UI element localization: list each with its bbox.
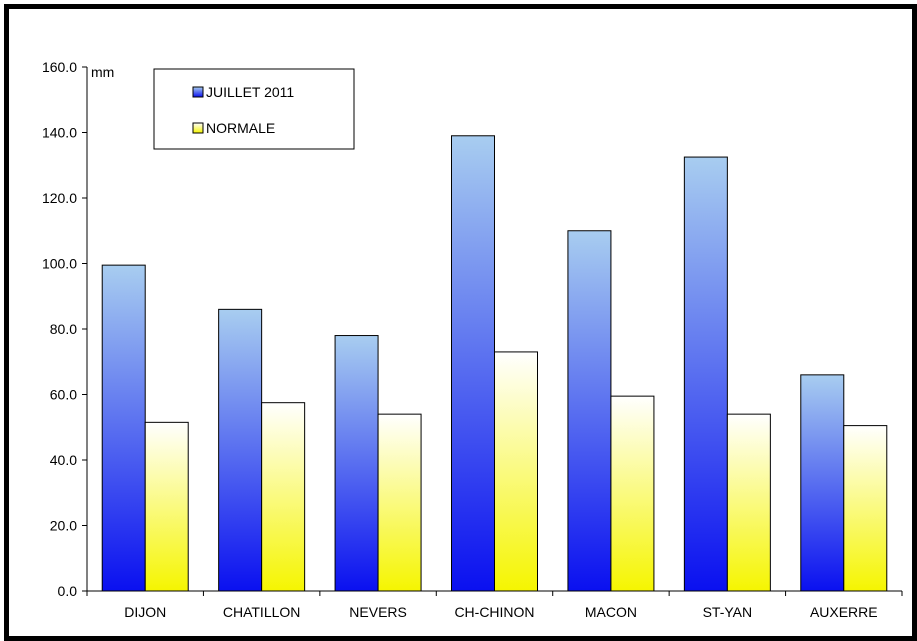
legend-label-normale: NORMALE (206, 120, 275, 136)
chart-frame: 0.0 20.0 40.0 60.0 80.0 100.0 120.0 140.0 160.0 … (4, 4, 917, 641)
y-tick-label: 140.0 (42, 125, 77, 141)
bar-normale-st-yan (726, 413, 771, 592)
bar-normale-dijon (144, 421, 189, 592)
bar-juillet-ch-chinon (451, 135, 495, 592)
y-tick-label: 160.0 (42, 59, 77, 75)
x-tick-label-nevers: NEVERS (349, 604, 407, 620)
rainfall-bar-chart: 0.020.040.060.080.0100.0120.0140.0160.0 … (42, 59, 903, 620)
y-tick-labels: 0.0 20.0 40.0 60.0 80.0 100.0 120.0 140.0 160.0 (42, 59, 77, 599)
bar-juillet-auxerre (800, 374, 845, 592)
y-tick-label: 100.0 (42, 256, 77, 272)
x-tick-label-dijon: DIJON (124, 604, 166, 620)
x-tick-label-st-yan: ST-YAN (703, 604, 753, 620)
legend-swatch-juillet (192, 86, 204, 98)
x-tick-labels: DIJON CHATILLON NEVERS CH-CHINON MACON ST-YAN… (124, 604, 877, 620)
bar-juillet-st-yan (683, 156, 728, 592)
axes-group (82, 66, 903, 596)
bar-normale-ch-chinon (494, 351, 538, 592)
y-tick-label: 120.0 (42, 190, 77, 206)
bar-juillet-nevers (334, 335, 379, 592)
bar-juillet-chatillon (218, 308, 263, 592)
bar-juillet-dijon (101, 264, 146, 592)
bar-normale-chatillon (261, 402, 306, 592)
x-tick-label-macon: MACON (585, 604, 637, 620)
legend: JUILLET 2011 NORMALE (153, 68, 355, 150)
bar-normale-auxerre (843, 425, 888, 592)
legend-swatch-normale (192, 122, 204, 134)
bars-group (101, 135, 888, 592)
bar-normale-macon (610, 395, 655, 592)
bar-juillet-macon (567, 230, 612, 592)
x-tick-label-auxerre: AUXERRE (810, 604, 878, 620)
bar-normale-nevers (377, 413, 422, 592)
y-tick-label: 40.0 (50, 452, 77, 468)
unit-label: mm (91, 64, 114, 80)
y-tick-label: 20.0 (50, 518, 77, 534)
legend-label-juillet: JUILLET 2011 (206, 84, 294, 100)
x-tick-label-ch-chinon: CH-CHINON (454, 604, 534, 620)
y-tick-label: 80.0 (50, 321, 77, 337)
legend-box (153, 68, 355, 150)
y-tick-label: 0.0 (58, 583, 78, 599)
y-tick-label: 60.0 (50, 387, 77, 403)
x-tick-label-chatillon: CHATILLON (223, 604, 301, 620)
